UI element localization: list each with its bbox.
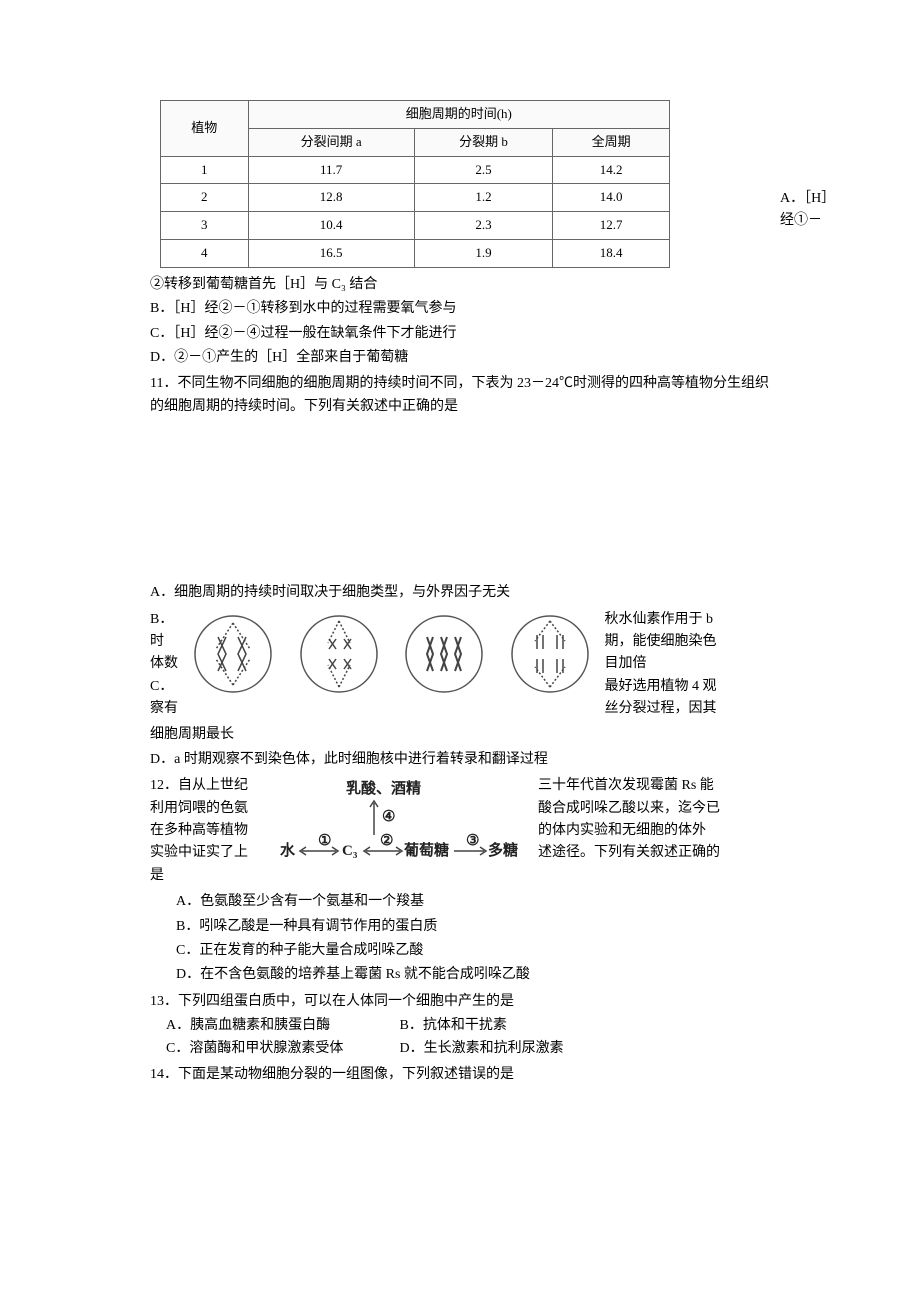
th-cycle: 细胞周期的时间(h) — [248, 101, 669, 129]
side-text-b: 经①－ — [780, 210, 880, 232]
q12-right-0: 三十年代首次发现霉菌 Rs 能 — [538, 775, 758, 797]
q13-optD: D．生长激素和抗利尿激素 — [400, 1041, 564, 1056]
flow-glucose-label: 葡萄糖 — [403, 841, 449, 859]
cell-division-diagrams — [182, 609, 601, 707]
q11-left-0: B． — [150, 609, 178, 631]
q13-optA: A．胰高血糖素和胰蛋白酶 — [166, 1015, 396, 1037]
th-b: 分裂期 b — [414, 128, 553, 156]
q12-left-3: 实验中证实了上 — [150, 842, 270, 864]
q12-left-fragments: 12．自从上世纪 利用饲喂的色氨 在多种高等植物 实验中证实了上 是 — [150, 775, 270, 887]
table-row: 2 12.8 1.2 14.0 — [161, 184, 670, 212]
q11-left-1: 时 — [150, 631, 178, 653]
q12-block: 12．自从上世纪 利用饲喂的色氨 在多种高等植物 实验中证实了上 是 乳酸、酒精… — [150, 775, 770, 987]
q12-flowchart: 乳酸、酒精 ④ 水 ① C₃ ② 葡萄糖 ③ 多糖 — [274, 775, 534, 879]
cell-diagram-2-icon — [294, 609, 384, 699]
th-full: 全周期 — [553, 128, 670, 156]
q12-optA: A．色氨酸至少含有一个氨基和一个羧基 — [176, 891, 770, 913]
table-row: 4 16.5 1.9 18.4 — [161, 239, 670, 267]
q11-left-2: 体数 — [150, 653, 178, 675]
q12-optB: B．吲哚乙酸是一种具有调节作用的蛋白质 — [176, 916, 770, 938]
q11-table-block: 植物 细胞周期的时间(h) 分裂间期 a 分裂期 b 全周期 1 11.7 2.… — [150, 100, 770, 268]
q11-right-1: 期，能使细胞染色 — [605, 631, 717, 653]
q11-right-0: 秋水仙素作用于 b — [605, 609, 717, 631]
th-plant: 植物 — [161, 101, 249, 157]
table-side-text: A．［H］ 经①－ — [780, 188, 880, 233]
q11-right-fragments: 秋水仙素作用于 b 期，能使细胞染色 目加倍 最好选用植物 4 观 丝分裂过程，… — [605, 609, 717, 721]
q12-optD: D．在不含色氨酸的培养基上霉菌 Rs 就不能合成吲哚乙酸 — [176, 964, 770, 986]
q12-left-0: 12．自从上世纪 — [150, 775, 270, 797]
q13-optC: C．溶菌酶和甲状腺激素受体 — [166, 1038, 396, 1060]
th-a: 分裂间期 a — [248, 128, 414, 156]
q12-left-4: 是 — [150, 865, 270, 887]
table-row: 1 11.7 2.5 14.2 — [161, 156, 670, 184]
q10-line1: ②转移到葡萄糖首先［H］与 C₃ 结合 — [150, 274, 770, 296]
q11-diagram-row: B． 时 体数 C． 察有 — [150, 609, 770, 721]
q12-right-3: 述途径。下列有关叙述正确的 — [538, 842, 758, 864]
q11-right-2: 目加倍 — [605, 653, 717, 675]
q12-diagram-row: 12．自从上世纪 利用饲喂的色氨 在多种高等植物 实验中证实了上 是 乳酸、酒精… — [150, 775, 770, 887]
cell-diagram-1-icon — [188, 609, 278, 699]
table-row: 3 10.4 2.3 12.7 — [161, 212, 670, 240]
q11-left-3: C． — [150, 676, 178, 698]
q12-options: A．色氨酸至少含有一个氨基和一个羧基 B．吲哚乙酸是一种具有调节作用的蛋白质 C… — [176, 891, 770, 987]
q10-optB: B．［H］经②－①转移到水中的过程需要氧气参与 — [150, 298, 770, 320]
q12-left-2: 在多种高等植物 — [150, 820, 270, 842]
cell-diagram-4-icon — [505, 609, 595, 699]
q14-stem: 14．下面是某动物细胞分裂的一组图像，下列叙述错误的是 — [150, 1064, 770, 1086]
q13-stem: 13．下列四组蛋白质中，可以在人体同一个细胞中产生的是 — [150, 991, 770, 1013]
flow-poly-label: 多糖 — [488, 841, 518, 859]
q14-block: 14．下面是某动物细胞分裂的一组图像，下列叙述错误的是 — [150, 1064, 770, 1086]
cell-cycle-table: 植物 细胞周期的时间(h) 分裂间期 a 分裂期 b 全周期 1 11.7 2.… — [160, 100, 670, 268]
q11-left-4: 察有 — [150, 698, 178, 720]
side-text-a: A．［H］ — [780, 188, 880, 210]
q10-options: ②转移到葡萄糖首先［H］与 C₃ 结合 B．［H］经②－①转移到水中的过程需要氧… — [150, 274, 770, 370]
flow-arrow4-label: ④ — [382, 809, 395, 825]
q11-right-4: 丝分裂过程，因其 — [605, 698, 717, 720]
q12-right-fragments: 三十年代首次发现霉菌 Rs 能 酸合成吲哚乙酸以来，迄今已 的体内实验和无细胞的… — [538, 775, 758, 865]
flow-water-label: 水 — [280, 841, 296, 859]
flow-arrow1-label: ① — [318, 833, 331, 849]
q11-optA: A．细胞周期的持续时间取决于细胞类型，与外界因子无关 — [150, 582, 770, 604]
q11-stem: 11．不同生物不同细胞的细胞周期的持续时间不同，下表为 23－24℃时测得的四种… — [150, 373, 770, 418]
q12-left-1: 利用饲喂的色氨 — [150, 798, 270, 820]
flow-arrow2-label: ② — [380, 833, 393, 849]
q11-right-3: 最好选用植物 4 观 — [605, 676, 717, 698]
q13-block: 13．下列四组蛋白质中，可以在人体同一个细胞中产生的是 A．胰高血糖素和胰蛋白酶… — [150, 991, 770, 1060]
cell-diagram-3-icon — [399, 609, 489, 699]
q12-right-2: 的体内实验和无细胞的体外 — [538, 820, 758, 842]
q12-optC: C．正在发育的种子能大量合成吲哚乙酸 — [176, 940, 770, 962]
flow-arrow3-label: ③ — [466, 833, 479, 849]
q12-right-1: 酸合成吲哚乙酸以来，迄今已 — [538, 798, 758, 820]
q11-left-fragments: B． 时 体数 C． 察有 — [150, 609, 178, 721]
q11-optD: D．a 时期观察不到染色体，此时细胞核中进行着转录和翻译过程 — [150, 749, 770, 771]
flow-c3-label: C₃ — [342, 843, 358, 859]
flow-top-label: 乳酸、酒精 — [346, 779, 421, 797]
q11-tail: 细胞周期最长 — [150, 724, 770, 746]
q10-optD: D．②－①产生的［H］全部来自于葡萄糖 — [150, 347, 770, 369]
q10-optC: C．［H］经②－④过程一般在缺氧条件下才能进行 — [150, 323, 770, 345]
q13-optB: B．抗体和干扰素 — [400, 1018, 507, 1033]
q11-block: 11．不同生物不同细胞的细胞周期的持续时间不同，下表为 23－24℃时测得的四种… — [150, 373, 770, 771]
